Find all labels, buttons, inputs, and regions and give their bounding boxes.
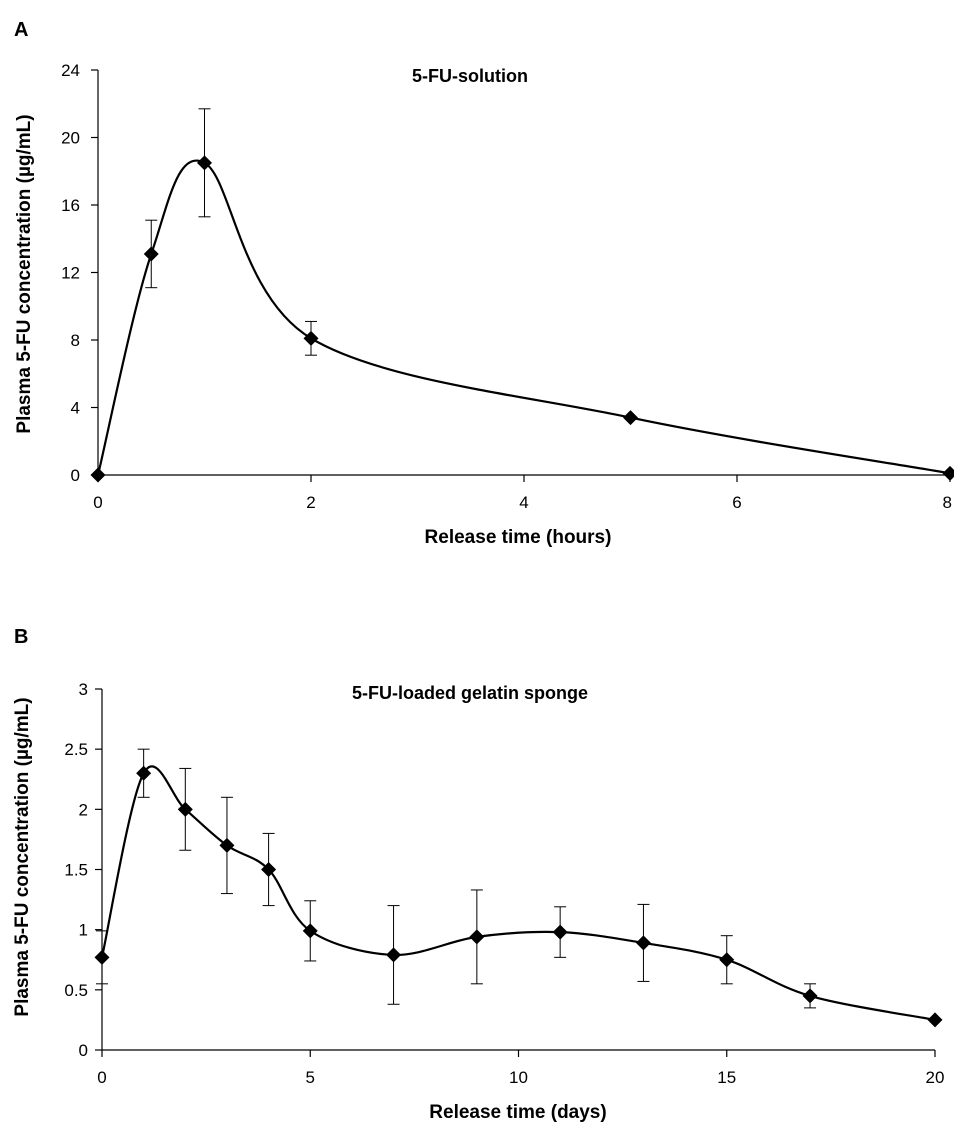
y-tick-label: 0.5	[64, 981, 88, 1000]
x-tick-label: 5	[306, 1068, 315, 1087]
data-point	[219, 837, 235, 853]
data-point	[386, 947, 402, 963]
y-tick-label: 0	[71, 466, 80, 485]
x-tick-label: 0	[97, 1068, 106, 1087]
panel-a: A 5-FU-solution Release time (hours) Pla…	[14, 19, 954, 548]
x-tick-label: 20	[926, 1068, 945, 1087]
data-point	[552, 924, 568, 940]
y-tick-label: 1.5	[64, 861, 88, 880]
chart-title: 5-FU-solution	[412, 66, 528, 86]
y-tick-label: 2.5	[64, 740, 88, 759]
y-axis-title: Plasma 5-FU concentration (µg/mL)	[14, 114, 35, 433]
x-tick-label: 6	[732, 493, 741, 512]
y-tick-label: 1	[79, 921, 88, 940]
x-axis-title: Release time (days)	[429, 1102, 606, 1123]
y-tick-label: 20	[61, 129, 80, 148]
data-point	[719, 952, 735, 968]
data-point	[942, 465, 954, 481]
panel-b: B 5-FU-loaded gelatin sponge Release tim…	[12, 626, 944, 1123]
y-tick-label: 16	[61, 196, 80, 215]
x-tick-label: 2	[306, 493, 315, 512]
data-point	[623, 410, 638, 426]
y-tick-label: 12	[61, 264, 80, 283]
series-line	[96, 159, 951, 476]
chart-title: 5-FU-loaded gelatin sponge	[352, 683, 588, 703]
y-axis-title: Plasma 5-FU concentration (µg/mL)	[12, 697, 33, 1016]
plot-area	[90, 108, 954, 483]
x-tick-label: 4	[519, 493, 528, 512]
data-point	[635, 935, 651, 951]
x-tick-label: 15	[717, 1068, 736, 1087]
y-tick-label: 2	[79, 800, 88, 819]
panel-label: B	[14, 626, 28, 648]
x-tick-label: 10	[509, 1068, 528, 1087]
data-point	[261, 862, 277, 877]
panel-label: A	[14, 19, 28, 41]
data-point	[802, 988, 818, 1004]
data-point	[469, 929, 485, 945]
y-tick-label: 0	[79, 1041, 88, 1060]
plot-area	[94, 748, 943, 1028]
data-point	[303, 330, 319, 346]
y-tick-label: 24	[61, 61, 80, 80]
data-point	[197, 155, 212, 171]
data-point	[94, 949, 110, 965]
data-point	[302, 923, 318, 939]
data-point	[136, 765, 152, 781]
axes: 0 0.5 1 1.5 2 2.5 3 0 5 10 15 20	[64, 680, 944, 1087]
x-axis-title: Release time (hours)	[425, 527, 612, 548]
data-point	[90, 467, 106, 483]
y-tick-label: 8	[71, 331, 80, 350]
data-point	[177, 801, 193, 817]
data-point	[143, 246, 159, 262]
y-tick-label: 3	[79, 680, 88, 699]
data-point	[927, 1012, 943, 1028]
y-tick-label: 4	[71, 399, 80, 418]
x-tick-label: 0	[93, 493, 102, 512]
x-tick-label: 8	[943, 493, 952, 512]
